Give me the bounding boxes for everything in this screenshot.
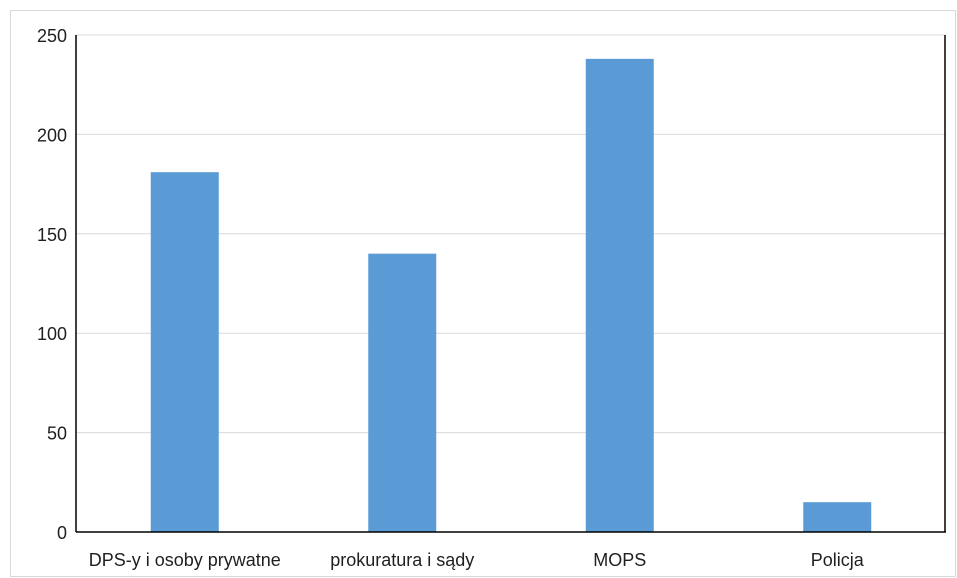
x-category-label-2: MOPS [593, 550, 646, 570]
y-tick-labels: 0 50 100 150 200 250 [37, 26, 67, 543]
x-category-label-1: prokuratura i sądy [330, 550, 474, 570]
x-category-label-3: Policja [811, 550, 865, 570]
bar-2 [585, 58, 654, 533]
axes [75, 35, 946, 533]
x-category-label-0: DPS-y i osoby prywatne [89, 550, 281, 570]
gridlines [76, 34, 946, 434]
bar-1 [368, 253, 437, 532]
y-tick-label-150: 150 [37, 225, 67, 245]
bar-3 [803, 502, 872, 532]
y-tick-label-50: 50 [47, 424, 67, 444]
y-tick-label-200: 200 [37, 125, 67, 145]
y-tick-label-0: 0 [57, 523, 67, 543]
y-tick-label-100: 100 [37, 324, 67, 344]
x-category-labels: DPS-y i osoby prywatne prokuratura i sądy… [89, 550, 865, 570]
y-tick-label-250: 250 [37, 26, 67, 46]
bars [150, 58, 872, 533]
bar-0 [150, 172, 219, 532]
